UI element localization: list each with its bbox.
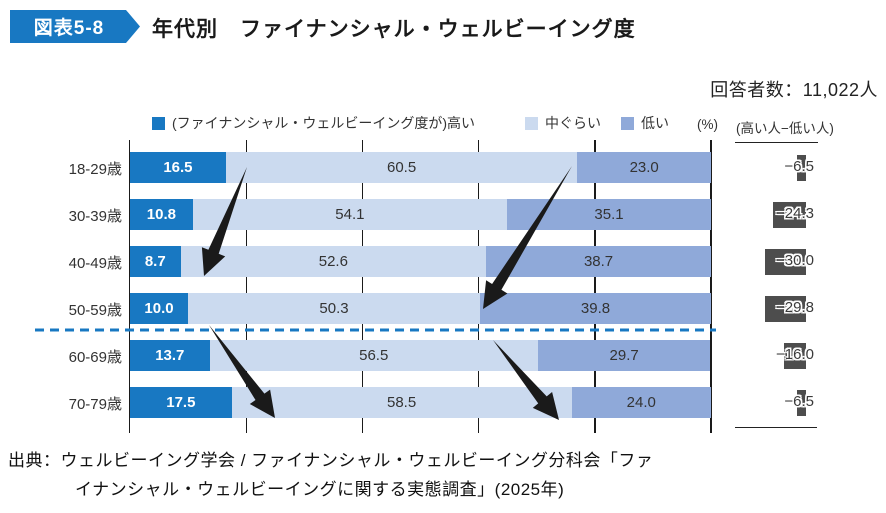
page-title: 年代別 ファイナンシャル・ウェルビーイング度 [152, 18, 636, 41]
value-label: 13.7 [155, 347, 185, 364]
value-label: 24.0 [626, 394, 656, 411]
segment-high-0: 16.5 [130, 152, 226, 183]
legend-label-high: (ファイナンシャル・ウェルビーイング度が)高い [172, 115, 476, 131]
segment-high-1: 10.8 [130, 199, 193, 230]
value-label: 52.6 [318, 253, 348, 270]
bar-row-3: 10.0 50.3 39.8 [130, 293, 711, 324]
value-label: 29.7 [609, 347, 639, 364]
legend-swatch-middle [525, 116, 539, 130]
gridline-20 [245, 140, 247, 433]
diff-value-5: −6.5 [784, 392, 814, 410]
value-label: 58.5 [387, 394, 417, 411]
segment-low-2: 38.7 [486, 246, 711, 277]
value-label: 10.0 [144, 300, 174, 317]
legend-swatch-low [621, 116, 635, 130]
source-line-1: 出典：ウェルビーイング学会 / ファイナンシャル・ウェルビーイング分科会「ファ [8, 451, 654, 470]
value-label: 39.8 [580, 300, 611, 317]
legend-item-low: 低い [621, 113, 669, 133]
diff-bar-5 [797, 389, 806, 416]
segment-middle-1: 54.1 [192, 199, 508, 230]
shift-arrow-1 [483, 166, 572, 309]
gridline-40 [361, 140, 364, 433]
figure-number-badge: 図表5-8 [10, 10, 140, 43]
segment-middle-5: 58.5 [231, 387, 572, 418]
diff-bar-1 [773, 201, 806, 228]
bar-row-4: 13.7 56.5 29.7 [130, 340, 711, 371]
segment-high-2: 8.7 [130, 246, 181, 277]
bar-row-0: 16.5 60.5 23.0 [130, 152, 711, 183]
diff-bar-3 [765, 295, 806, 322]
value-label: 17.5 [166, 394, 196, 411]
source-line-2: イナンシャル・ウェルビーイングに関する実態調査」(2025年) [75, 480, 565, 499]
y-axis-line [128, 140, 131, 433]
bar-row-1: 10.8 54.1 35.1 [130, 199, 711, 230]
value-label: 38.7 [583, 253, 614, 270]
figure-number: 図表5-8 [33, 18, 105, 39]
segment-high-4: 13.7 [130, 340, 210, 371]
diff-column-header: (高い人−低い人) [736, 121, 834, 136]
gridline-100 [710, 140, 712, 433]
diff-value-1: −24.3 [776, 204, 814, 222]
segment-low-4: 29.7 [537, 340, 711, 371]
legend-label-middle: 中ぐらい [545, 115, 602, 131]
legend-item-middle: 中ぐらい [525, 113, 601, 133]
gridline-60 [477, 140, 480, 433]
segment-middle-2: 52.6 [180, 246, 487, 277]
diff-value-2: −30.0 [776, 251, 814, 269]
value-label: 35.1 [594, 206, 624, 223]
source-note: 出典：ウェルビーイング学会 / ファイナンシャル・ウェルビーイング分科会「ファ … [8, 446, 653, 504]
segment-high-5: 17.5 [130, 387, 232, 418]
age-label-4: 60-69歳 [68, 349, 122, 366]
value-label: 23.0 [629, 159, 659, 176]
diff-column-bottom-rule [735, 427, 817, 428]
value-label: 10.8 [146, 206, 176, 223]
value-label: 50.3 [319, 300, 349, 317]
diff-bar-0 [797, 154, 806, 181]
age-label-3: 50-59歳 [68, 302, 122, 319]
age-label-1: 30-39歳 [68, 208, 122, 225]
value-label: 8.7 [144, 253, 166, 270]
respondent-count: 回答者数：11,022人 [710, 80, 878, 100]
bar-row-2: 8.7 52.6 38.7 [130, 246, 711, 277]
diff-bar-4 [784, 342, 806, 369]
segment-low-3: 39.8 [479, 293, 711, 324]
value-label: 16.5 [163, 159, 193, 176]
age-label-0: 18-29歳 [68, 161, 122, 178]
value-label: 60.5 [387, 159, 417, 176]
segment-middle-0: 60.5 [225, 152, 578, 183]
diff-value-4: −16.0 [776, 345, 814, 363]
segment-middle-4: 56.5 [209, 340, 538, 371]
segment-middle-3: 50.3 [188, 293, 480, 324]
value-label: 56.5 [359, 347, 389, 364]
age-label-5: 70-79歳 [68, 396, 122, 413]
diff-value-3: −29.8 [776, 298, 814, 316]
legend-label-low: 低い [641, 115, 670, 131]
bar-row-5: 17.5 58.5 24.0 [130, 387, 711, 418]
percent-unit-label: (%) [697, 117, 718, 132]
age-label-2: 40-49歳 [68, 255, 122, 272]
segment-low-5: 24.0 [571, 387, 711, 418]
value-label: 54.1 [335, 206, 365, 223]
legend: (ファイナンシャル・ウェルビーイング度が)高い 中ぐらい 低い [152, 113, 669, 133]
diff-bar-2 [765, 248, 806, 275]
segment-low-1: 35.1 [507, 199, 711, 230]
legend-item-high: (ファイナンシャル・ウェルビーイング度が)高い [152, 113, 475, 133]
segment-low-0: 23.0 [577, 152, 711, 183]
segment-high-3: 10.0 [130, 293, 189, 324]
diff-header-underline [735, 142, 818, 143]
gridline-80 [594, 140, 596, 433]
diff-value-0: −6.5 [784, 157, 814, 175]
legend-swatch-high [152, 116, 165, 130]
